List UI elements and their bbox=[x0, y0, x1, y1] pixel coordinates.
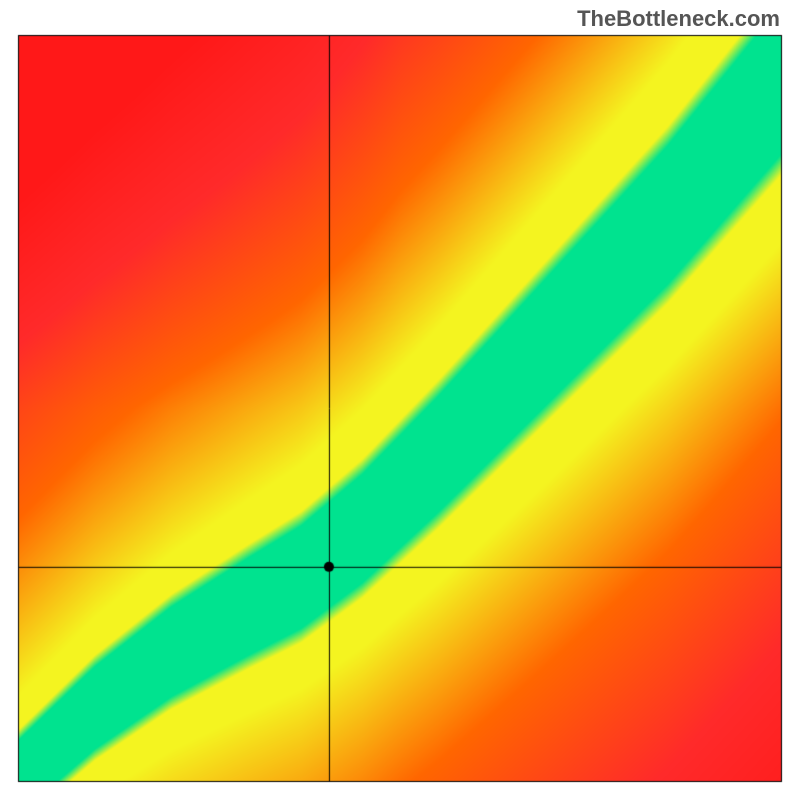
heatmap-canvas bbox=[0, 0, 800, 800]
watermark-text: TheBottleneck.com bbox=[577, 6, 780, 32]
chart-container: TheBottleneck.com bbox=[0, 0, 800, 800]
